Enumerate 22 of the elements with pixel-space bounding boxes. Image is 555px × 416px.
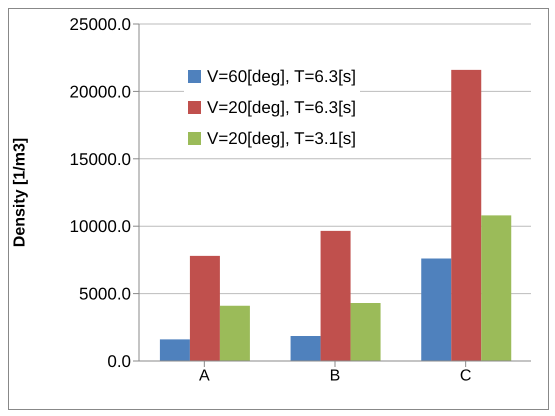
- bar: [190, 256, 220, 361]
- y-tick-label: 10000.0: [70, 217, 131, 236]
- legend-label: V=60[deg], T=6.3[s]: [207, 66, 356, 88]
- y-tick-label: 0.0: [107, 352, 131, 372]
- bar: [320, 230, 351, 361]
- bar: [350, 303, 381, 361]
- x-tick-label: B: [330, 367, 340, 384]
- legend-label: V=20[deg], T=6.3[s]: [207, 97, 356, 119]
- bar: [160, 339, 190, 361]
- y-tick-label: 5000.0: [79, 284, 131, 304]
- y-tick-label: 25000.0: [70, 15, 131, 34]
- bar: [451, 70, 482, 361]
- x-tick-label: C: [460, 367, 472, 384]
- y-tick-label: 20000.0: [70, 82, 131, 102]
- y-axis-title: Density [1/m3]: [12, 138, 29, 248]
- y-tick-label: 15000.0: [70, 150, 131, 169]
- legend-label: V=20[deg], T=3.1[s]: [207, 128, 356, 150]
- x-tick-label: A: [198, 367, 210, 384]
- bar: [290, 336, 321, 361]
- bar: [220, 306, 250, 361]
- bar: [481, 215, 512, 361]
- bar: [421, 258, 452, 361]
